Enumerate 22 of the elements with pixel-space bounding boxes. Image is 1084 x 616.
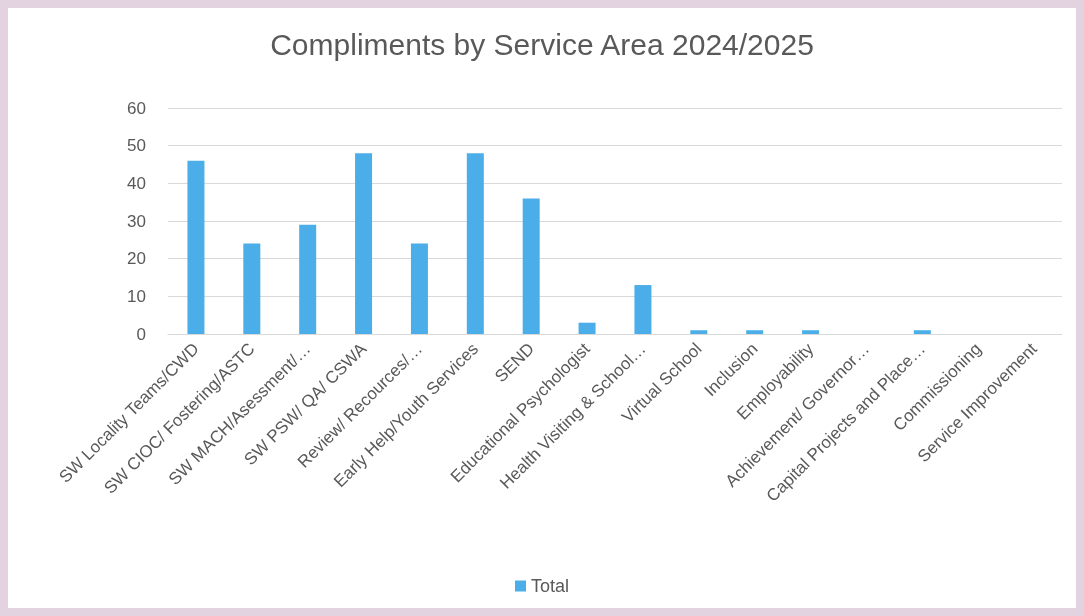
bar xyxy=(187,160,205,334)
bar xyxy=(243,243,261,334)
bar xyxy=(410,243,428,334)
bar xyxy=(466,153,484,334)
bar xyxy=(522,198,540,334)
y-tick-label: 60 xyxy=(127,98,146,118)
bar xyxy=(578,322,596,334)
bar xyxy=(299,224,317,334)
bar xyxy=(355,153,373,334)
bar xyxy=(634,285,652,334)
y-tick-label: 50 xyxy=(127,136,146,156)
y-tick-label: 40 xyxy=(127,173,146,193)
y-tick-label: 30 xyxy=(127,211,146,231)
legend-label: Total xyxy=(530,576,570,596)
chart-title: Compliments by Service Area 2024/2025 xyxy=(270,27,814,61)
bar xyxy=(746,330,764,334)
bar xyxy=(690,330,708,334)
y-tick-label: 0 xyxy=(136,324,146,344)
y-tick-label: 20 xyxy=(127,249,146,269)
bar xyxy=(913,330,931,334)
y-tick-label: 10 xyxy=(127,286,146,306)
bar xyxy=(802,330,820,334)
